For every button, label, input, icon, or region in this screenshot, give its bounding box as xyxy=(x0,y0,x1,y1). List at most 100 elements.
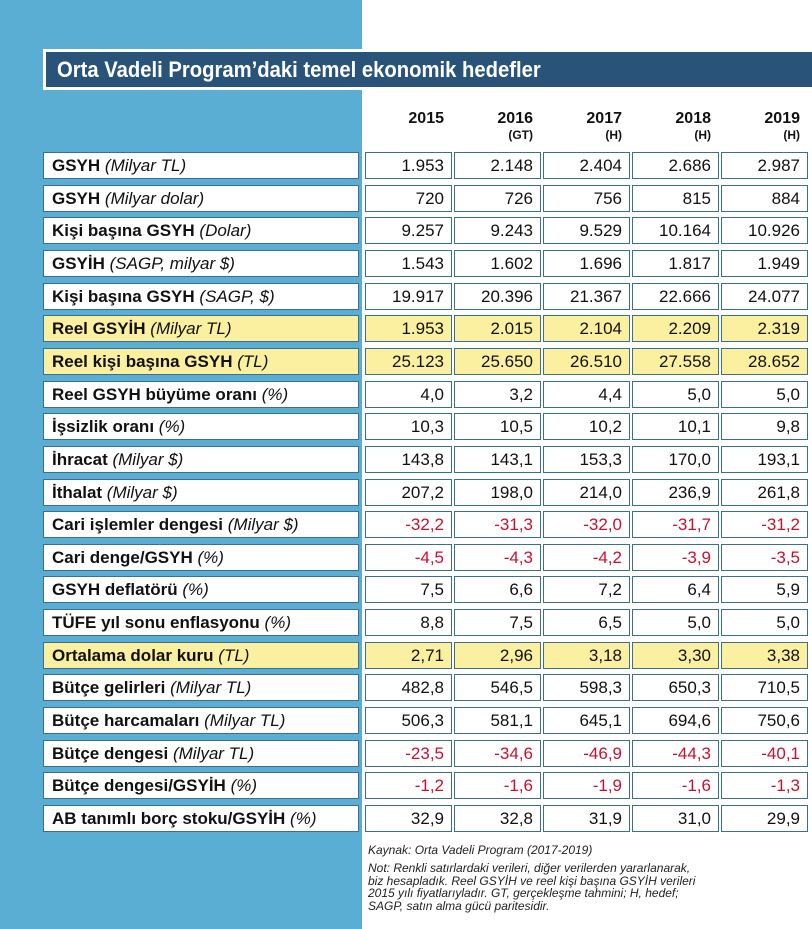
value-cell: 1.953 xyxy=(365,315,452,343)
column-year: 2017 xyxy=(586,110,622,127)
column-year: 2018 xyxy=(675,110,711,127)
row-name: İthalat xyxy=(52,482,103,502)
value-cell: 645,1 xyxy=(543,707,630,735)
column-subtitle: (H) xyxy=(605,128,622,142)
row-name: Kişi başına GSYH xyxy=(52,286,195,306)
value-cell: 153,3 xyxy=(543,445,630,473)
value-cell: -1,9 xyxy=(543,772,630,800)
value-cell: 2.319 xyxy=(721,315,808,343)
value-cell: -31,7 xyxy=(632,511,719,539)
row-label: Cari denge/GSYH (%) xyxy=(43,543,359,571)
row-label: Reel GSYİH (Milyar TL) xyxy=(43,315,359,343)
value-cell: 10,2 xyxy=(543,413,630,441)
value-cell: 756 xyxy=(543,184,630,212)
value-cell: 815 xyxy=(632,184,719,212)
value-cell: 884 xyxy=(721,184,808,212)
value-cell: 1.949 xyxy=(721,249,808,277)
value-cell: 5,0 xyxy=(632,609,719,637)
table-row: Reel GSYH büyüme oranı (%) 4,0 3,2 4,4 5,0 5,… xyxy=(43,380,812,408)
value-cell: 3,2 xyxy=(454,380,541,408)
table-row: İhracat (Milyar $) 143,8 143,1 153,3 170,0 19… xyxy=(43,445,812,473)
row-unit: (Milyar TL) xyxy=(204,711,286,731)
row-unit: (%) xyxy=(264,613,291,633)
row-label: Reel GSYH büyüme oranı (%) xyxy=(43,380,359,408)
note-line: biz hesapladık. Reel GSYİH ve reel kişi … xyxy=(368,873,696,888)
row-name: Reel GSYİH xyxy=(52,319,146,339)
value-cell: 143,1 xyxy=(454,445,541,473)
value-cell: 8,8 xyxy=(365,609,452,637)
row-label: TÜFE yıl sonu enflasyonu (%) xyxy=(43,609,359,637)
value-cell: 25.650 xyxy=(454,347,541,375)
value-cell: 6,6 xyxy=(454,576,541,604)
row-name: GSYH xyxy=(52,188,101,208)
value-cell: 9.257 xyxy=(365,217,452,245)
value-cell: 598,3 xyxy=(543,674,630,702)
value-cell: 2.104 xyxy=(543,315,630,343)
row-unit: (%) xyxy=(290,809,317,828)
row-label: Bütçe dengesi (Milyar TL) xyxy=(43,739,359,767)
row-unit: (%) xyxy=(261,384,289,404)
row-unit: (Milyar TL) xyxy=(172,743,255,763)
value-cell: 1.602 xyxy=(454,249,541,277)
value-cell: -34,6 xyxy=(454,739,541,767)
source-text: Kaynak: Orta Vadeli Program (2017-2019) xyxy=(368,842,593,857)
table-row: GSYH (Milyar dolar) 720 726 756 815 884 xyxy=(43,184,812,212)
row-name: TÜFE yıl sonu enflasyonu xyxy=(52,613,260,633)
row-name: Bütçe dengesi/GSYİH xyxy=(52,776,226,796)
value-cell: -4,5 xyxy=(365,543,452,571)
table-row: TÜFE yıl sonu enflasyonu (%) 8,8 7,5 6,5 5,0… xyxy=(43,609,812,637)
value-cell: 6,5 xyxy=(543,609,630,637)
value-cell: 9.243 xyxy=(454,217,541,245)
value-cell: 2.148 xyxy=(454,152,541,179)
value-cell: 4,0 xyxy=(365,380,452,408)
value-cell: 650,3 xyxy=(632,674,719,702)
table-row: Reel kişi başına GSYH (TL) 25.123 25.650 26… xyxy=(43,347,812,375)
value-cell: 20.396 xyxy=(454,282,541,310)
column-header-4: 2019 (H) xyxy=(721,110,800,152)
column-header-3: 2018 (H) xyxy=(632,110,711,152)
value-cell: 750,6 xyxy=(721,707,808,735)
row-label: Ortalama dolar kuru (TL) xyxy=(43,641,359,669)
value-cell: 2,96 xyxy=(454,641,541,669)
value-cell: -40,1 xyxy=(721,739,808,767)
value-cell: 3,30 xyxy=(632,641,719,669)
row-label: Bütçe gelirleri (Milyar TL) xyxy=(43,674,359,702)
row-unit: (Milyar $) xyxy=(106,482,178,502)
row-name: İşsizlik oranı xyxy=(52,417,155,437)
row-name: Bütçe dengesi xyxy=(52,743,169,763)
row-unit: (TL) xyxy=(218,645,250,665)
value-cell: 26.510 xyxy=(543,347,630,375)
table-row: GSYH deflatörü (%) 7,5 6,6 7,2 6,4 5,9 xyxy=(43,576,812,604)
row-unit: (Milyar TL) xyxy=(104,156,187,175)
value-cell: 546,5 xyxy=(454,674,541,702)
value-cell: 5,0 xyxy=(721,609,808,637)
value-cell: 10,5 xyxy=(454,413,541,441)
row-label: GSYH deflatörü (%) xyxy=(43,576,359,604)
value-cell: 1.543 xyxy=(365,249,452,277)
column-subtitle: (H) xyxy=(783,128,800,142)
value-cell: -3,9 xyxy=(632,543,719,571)
value-cell: -32,0 xyxy=(543,511,630,539)
row-name: GSYH deflatörü xyxy=(52,580,178,600)
table-row: GSYİH (SAGP, milyar $) 1.543 1.602 1.696 1.8… xyxy=(43,249,812,277)
value-cell: 31,0 xyxy=(632,805,719,832)
row-unit: (Dolar) xyxy=(199,221,252,241)
row-name: AB tanımlı borç stoku/GSYİH xyxy=(52,809,286,828)
row-name: Reel kişi başına GSYH xyxy=(52,351,233,371)
value-cell: -1,3 xyxy=(721,772,808,800)
value-cell: 9,8 xyxy=(721,413,808,441)
value-cell: -46,9 xyxy=(543,739,630,767)
table-row: İşsizlik oranı (%) 10,3 10,5 10,2 10,1 9,8 xyxy=(43,413,812,441)
value-cell: 506,3 xyxy=(365,707,452,735)
row-name: İhracat xyxy=(52,449,108,469)
table-row: Bütçe harcamaları (Milyar TL) 506,3 581,1 6… xyxy=(43,707,812,735)
value-cell: 9.529 xyxy=(543,217,630,245)
row-label: Cari işlemler dengesi (Milyar $) xyxy=(43,511,359,539)
value-cell: 170,0 xyxy=(632,445,719,473)
value-cell: 7,5 xyxy=(365,576,452,604)
column-subtitle: (H) xyxy=(694,128,711,142)
row-name: Kişi başına GSYH xyxy=(52,221,195,241)
row-unit: (SAGP, milyar $) xyxy=(109,253,235,273)
table-row: Reel GSYİH (Milyar TL) 1.953 2.015 2.104 2.2… xyxy=(43,315,812,343)
column-year: 2019 xyxy=(764,110,800,127)
